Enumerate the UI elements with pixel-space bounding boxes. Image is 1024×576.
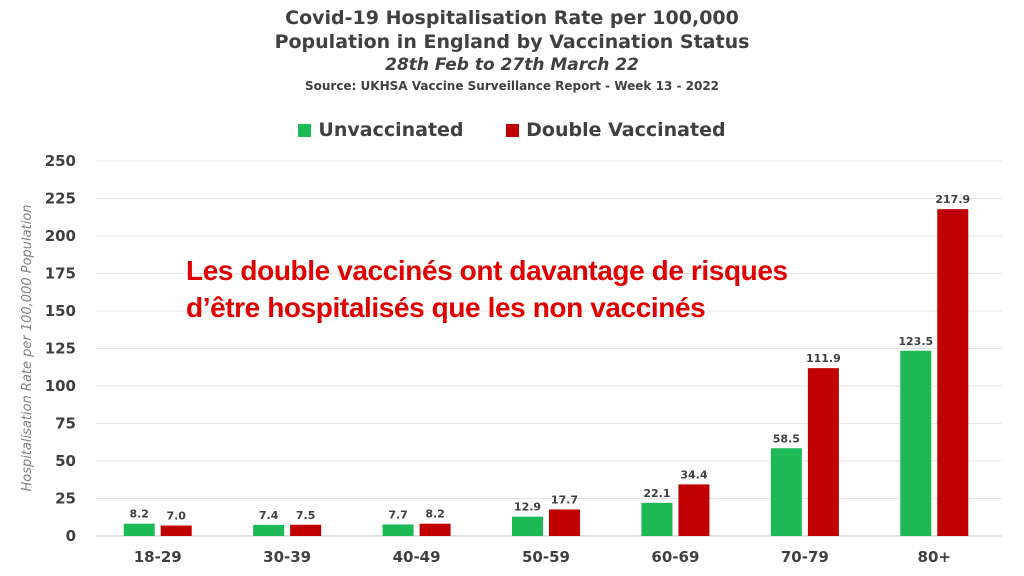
bar-unvaccinated-60-69 <box>641 502 673 536</box>
bar-unvaccinated-80+ <box>900 350 932 536</box>
data-label: 7.4 <box>259 509 279 522</box>
y-axis-ticks: 0 25 50 75 100 125 150 175 200 225 250 <box>45 152 76 545</box>
chart-header: Covid-19 Hospitalisation Rate per 100,00… <box>0 6 1024 96</box>
data-label: 22.1 <box>643 487 670 500</box>
y-tick-label: 250 <box>45 152 76 170</box>
y-tick-label: 150 <box>45 302 76 320</box>
chart-bars: 8.2 7.0 7.4 7.5 7.7 8.2 12.9 17.7 22.1 34.4 58.5 11… <box>123 193 970 536</box>
bar-double-vaccinated-50-59 <box>549 509 580 536</box>
data-label: 111.9 <box>806 352 841 365</box>
data-label: 34.4 <box>680 468 707 481</box>
data-label: 8.2 <box>425 508 445 521</box>
bar-double-vaccinated-18-29 <box>160 525 192 536</box>
y-tick-label: 100 <box>45 377 76 395</box>
legend-label-double-vaccinated: Double Vaccinated <box>526 118 726 141</box>
x-category-label: 50-59 <box>522 548 570 566</box>
chart-title: Covid-19 Hospitalisation Rate per 100,00… <box>285 7 739 29</box>
data-label: 58.5 <box>773 432 800 445</box>
legend-item-unvaccinated: Unvaccinated <box>298 118 464 141</box>
annotation-text: Les double vaccinés ont davantage de ris… <box>186 252 886 326</box>
y-tick-label: 25 <box>55 490 76 508</box>
y-tick-label: 50 <box>55 452 76 470</box>
x-category-label: 60-69 <box>651 548 699 566</box>
y-tick-label: 175 <box>45 265 76 283</box>
y-tick-label: 225 <box>45 190 76 208</box>
annotation-line-2: d’être hospitalisés que les non vaccinés <box>186 292 706 323</box>
bar-unvaccinated-70-79 <box>770 448 802 536</box>
legend-swatch-unvaccinated <box>298 123 312 137</box>
chart-source: Source: UKHSA Vaccine Surveillance Repor… <box>304 79 720 93</box>
y-tick-label: 125 <box>45 340 76 358</box>
x-category-label: 80+ <box>918 548 951 566</box>
bar-double-vaccinated-60-69 <box>678 484 710 536</box>
y-axis-label: Hospitalisation Rate per 100,000 Populat… <box>20 204 35 491</box>
data-label: 8.2 <box>129 508 149 521</box>
annotation-line-1: Les double vaccinés ont davantage de ris… <box>186 255 788 286</box>
legend-item-double-vaccinated: Double Vaccinated <box>506 118 726 141</box>
y-tick-label: 75 <box>55 415 76 433</box>
chart-title-line2: Population in England by Vaccination Sta… <box>274 31 750 53</box>
chart-grid <box>96 160 1002 537</box>
legend-swatch-double-vaccinated <box>506 123 520 137</box>
y-tick-label: 0 <box>66 527 76 545</box>
bar-double-vaccinated-40-49 <box>419 523 451 536</box>
bar-unvaccinated-18-29 <box>123 523 155 536</box>
x-category-label: 18-29 <box>134 548 182 566</box>
bar-unvaccinated-50-59 <box>512 516 543 536</box>
bar-double-vaccinated-80+ <box>937 209 969 536</box>
chart-legend: Unvaccinated Double Vaccinated <box>0 118 1024 141</box>
x-axis-categories: 18-29 30-39 40-49 50-59 60-69 70-79 80+ <box>134 548 951 566</box>
bar-unvaccinated-30-39 <box>253 524 285 536</box>
x-category-label: 30-39 <box>263 548 311 566</box>
legend-label-unvaccinated: Unvaccinated <box>318 118 464 141</box>
bar-double-vaccinated-70-79 <box>807 368 839 536</box>
x-category-label: 70-79 <box>781 548 829 566</box>
data-label: 17.7 <box>551 493 578 506</box>
data-label: 123.5 <box>898 335 933 348</box>
data-label: 7.0 <box>166 510 186 523</box>
x-category-label: 40-49 <box>393 548 441 566</box>
data-label: 7.5 <box>296 509 316 522</box>
y-tick-label: 200 <box>45 227 76 245</box>
data-label: 217.9 <box>935 193 970 206</box>
chart-subtitle: 28th Feb to 27th March 22 <box>385 55 639 75</box>
bar-unvaccinated-40-49 <box>382 524 414 536</box>
bar-double-vaccinated-30-39 <box>290 524 322 536</box>
data-label: 12.9 <box>514 501 541 514</box>
data-label: 7.7 <box>388 508 408 521</box>
